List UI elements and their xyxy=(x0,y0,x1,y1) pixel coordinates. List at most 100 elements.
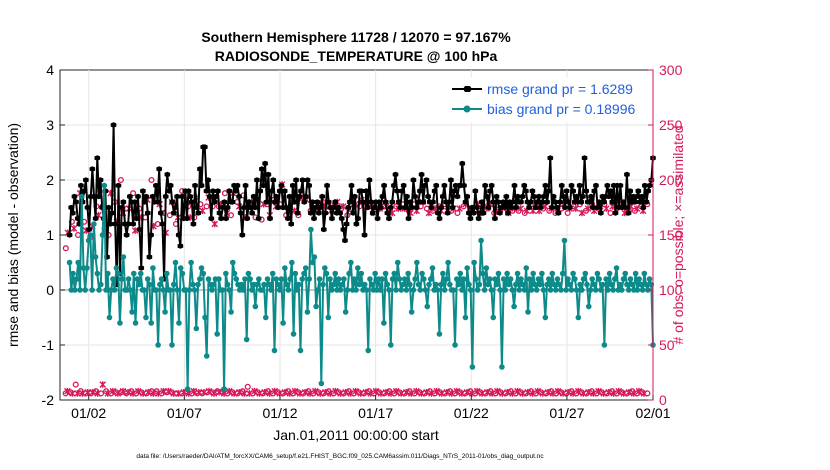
rmse-point xyxy=(558,182,565,189)
bias-point xyxy=(299,276,306,282)
right-tick-label: 200 xyxy=(659,172,683,188)
rmse-point xyxy=(81,188,88,194)
legend-bias-marker xyxy=(463,105,471,113)
rmse-point xyxy=(146,254,153,260)
rmse-point xyxy=(174,193,180,200)
obs-count-low-assimilated-marker xyxy=(241,390,248,397)
bias-point xyxy=(339,281,345,288)
rmse-point xyxy=(293,177,299,183)
bias-point xyxy=(551,281,557,288)
bias-point xyxy=(280,320,286,326)
bias-point xyxy=(110,276,116,282)
bias-point xyxy=(169,342,175,348)
bias-point xyxy=(452,342,458,348)
rmse-point xyxy=(324,182,330,189)
bias-point xyxy=(231,270,238,277)
rmse-point xyxy=(270,177,277,183)
rmse-point xyxy=(529,188,536,194)
obs-count-low-assimilated-marker xyxy=(150,390,157,397)
bias-point xyxy=(394,259,401,266)
bias-point xyxy=(585,303,592,310)
rmse-point xyxy=(609,199,616,205)
bias-point xyxy=(632,270,639,277)
rmse-point xyxy=(589,204,596,211)
bias-point xyxy=(445,259,451,266)
bias-point xyxy=(103,287,109,293)
bias-point xyxy=(513,281,519,288)
rmse-point xyxy=(526,204,532,211)
rmse-point xyxy=(84,204,91,211)
bias-point xyxy=(568,287,575,293)
rmse-point xyxy=(223,215,229,222)
bias-point xyxy=(480,270,486,277)
obs-count-low-possible-marker xyxy=(285,388,292,395)
rmse-point xyxy=(260,182,267,189)
obs-count-low-possible-marker xyxy=(128,388,135,395)
bias-point xyxy=(386,287,392,293)
rmse-point xyxy=(568,182,575,189)
obs-count-low-possible-marker xyxy=(153,388,160,395)
rmse-point xyxy=(78,182,84,189)
bias-point xyxy=(592,287,599,293)
rmse-point xyxy=(254,177,260,183)
bias-point xyxy=(447,281,453,288)
obs-count-low-assimilated-marker xyxy=(423,389,430,396)
rmse-point xyxy=(226,188,233,194)
rmse-point xyxy=(133,215,140,222)
bias-point xyxy=(170,281,177,288)
obs-count-low-possible-marker xyxy=(305,388,312,395)
rmse-point xyxy=(536,193,542,200)
bias-point xyxy=(75,259,82,266)
rmse-point xyxy=(448,177,454,183)
rmse-point xyxy=(143,193,149,200)
bias-point xyxy=(328,287,335,293)
obs-count-low-possible-marker xyxy=(629,388,636,395)
bias-point xyxy=(158,276,165,282)
bias-point xyxy=(424,303,431,310)
rmse-point xyxy=(365,204,371,211)
rmse-point xyxy=(534,199,541,205)
rmse-point xyxy=(70,210,76,216)
rmse-point xyxy=(343,221,350,227)
obs-count-low-assimilated-marker xyxy=(574,387,582,395)
rmse-point xyxy=(234,182,241,189)
obs-count-assimilated-marker xyxy=(572,205,580,212)
obs-count-low-assimilated-marker xyxy=(124,389,132,396)
rmse-point xyxy=(320,226,327,233)
bias-point xyxy=(521,287,528,293)
bias-point xyxy=(511,303,517,310)
bias-point xyxy=(276,287,283,293)
bias-point xyxy=(526,276,533,282)
bias-point xyxy=(502,287,509,293)
obs-count-low-assimilated-marker xyxy=(69,390,76,397)
left-tick-label: 1 xyxy=(46,227,54,243)
rmse-point xyxy=(138,265,145,271)
obs-count-low-assimilated-marker xyxy=(473,387,481,395)
obs-count-low-assimilated-marker xyxy=(165,387,172,395)
obs-count-low-assimilated-marker xyxy=(99,381,107,388)
bias-point xyxy=(537,281,543,288)
rmse-point xyxy=(184,215,190,222)
obs-count-low-assimilated-marker xyxy=(595,387,602,395)
rmse-point xyxy=(436,215,443,222)
obs-count-low-possible-marker xyxy=(97,390,105,397)
bias-point xyxy=(464,265,471,271)
bias-point xyxy=(193,325,200,332)
bias-point xyxy=(393,287,399,293)
bias-point xyxy=(301,270,307,277)
bias-point xyxy=(264,276,271,282)
bias-point xyxy=(266,281,273,288)
obs-count-low-possible-marker xyxy=(426,388,433,395)
bias-point xyxy=(389,276,396,282)
bias-point xyxy=(516,287,523,293)
rmse-point xyxy=(563,188,570,194)
rmse-point xyxy=(366,177,373,183)
bias-point xyxy=(238,281,245,288)
rmse-point xyxy=(637,199,643,205)
rmse-point xyxy=(464,193,471,200)
rmse-point xyxy=(276,188,283,194)
bias-point xyxy=(414,259,420,266)
rmse-point xyxy=(643,199,650,205)
rmse-point xyxy=(501,204,508,211)
rmse-point xyxy=(210,188,216,194)
